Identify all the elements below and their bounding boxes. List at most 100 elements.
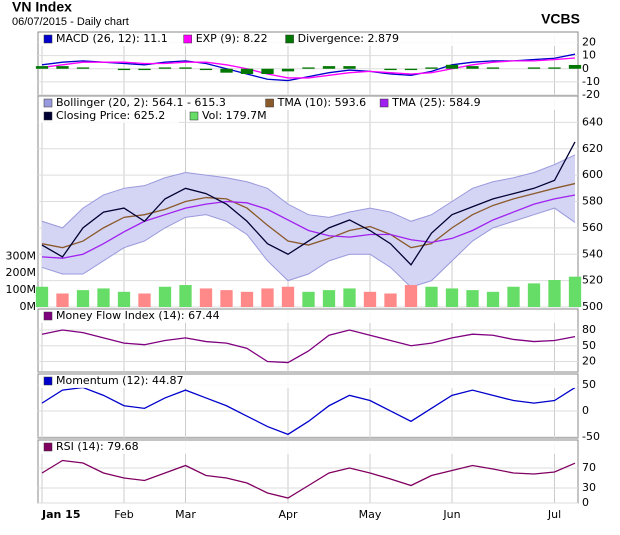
x-tick-label: Feb: [114, 508, 133, 521]
y-tick-label: 600: [582, 168, 603, 181]
legend-label: MACD (26, 12): 11.1: [56, 32, 168, 45]
bollinger-band: [42, 154, 575, 288]
bar: [240, 68, 254, 74]
legend-label: Momentum (12): 44.87: [56, 374, 183, 387]
bar: [486, 67, 500, 69]
y-tick-label: -20: [582, 88, 600, 101]
y-tick-label: 0: [582, 404, 589, 417]
line-series: [41, 459, 576, 499]
legend-bg: [39, 110, 179, 123]
bar: [302, 291, 315, 307]
y2-tick-label: 100M: [6, 283, 37, 296]
bar: [384, 68, 397, 71]
bar: [527, 283, 541, 307]
bar: [322, 66, 336, 69]
legend-label: TMA (10): 593.6: [277, 96, 367, 109]
legend-bg: [39, 33, 577, 46]
y-tick-label: 70: [582, 461, 596, 474]
bar: [240, 291, 254, 307]
bar: [445, 64, 459, 69]
bar: [117, 291, 131, 307]
bar: [117, 68, 131, 71]
bar: [76, 290, 90, 307]
bar: [97, 288, 110, 307]
x-tick-label: May: [359, 508, 382, 521]
bar: [199, 68, 213, 71]
y-tick-label: 30: [582, 481, 596, 494]
bar: [220, 68, 233, 73]
legend-label: Divergence: 2.879: [298, 32, 399, 45]
legend-swatch: [43, 98, 53, 108]
legend-swatch: [43, 376, 53, 386]
y-tick-label: 580: [582, 195, 603, 208]
x-tick-label: Mar: [175, 508, 196, 521]
bar: [527, 67, 541, 69]
bollinger-upper: [41, 154, 576, 229]
bar: [199, 288, 213, 307]
y-tick-label: 10: [582, 49, 596, 62]
bar: [568, 276, 582, 307]
bar: [445, 288, 459, 307]
bar: [261, 288, 274, 307]
x-tick-label: Jul: [547, 508, 561, 521]
line-series: [41, 141, 576, 266]
legend-swatch: [43, 111, 53, 121]
bar: [322, 290, 336, 307]
bar: [179, 67, 192, 69]
legend-swatch: [43, 311, 53, 321]
legend-label: RSI (14): 79.68: [56, 440, 139, 453]
bar: [548, 67, 561, 69]
y-tick-label: 640: [582, 115, 603, 128]
line-series: [41, 194, 576, 259]
legend-bg: [39, 375, 577, 388]
bar: [220, 290, 233, 307]
legend-swatch: [189, 111, 199, 121]
y2-tick-label: 0M: [20, 300, 37, 313]
line-series: [41, 57, 576, 79]
bar: [179, 285, 192, 307]
legend-swatch: [183, 34, 192, 44]
bar: [425, 286, 438, 307]
bar: [343, 66, 356, 69]
bar: [76, 67, 90, 69]
line-series: [41, 386, 576, 436]
y-tick-label: 560: [582, 221, 603, 234]
bar: [302, 67, 315, 69]
line-series: [41, 182, 576, 249]
x-tick-label: Jun: [442, 508, 460, 521]
bar: [466, 66, 479, 69]
bar: [281, 68, 295, 72]
bar: [56, 66, 69, 69]
bar: [425, 67, 438, 69]
y-tick-label: 0: [582, 62, 589, 75]
bar: [466, 290, 479, 307]
title: VN Index: [12, 0, 72, 15]
subtitle: 06/07/2015 - Daily chart: [12, 16, 129, 28]
legend-swatch: [43, 442, 53, 452]
bar: [384, 293, 397, 307]
bar: [363, 291, 377, 307]
legend-bg: [39, 310, 577, 323]
bar: [138, 293, 151, 307]
brand: VCBS: [541, 11, 580, 27]
y-tick-label: 620: [582, 142, 603, 155]
x-tick-label: Jan 15: [41, 508, 80, 521]
bar: [35, 66, 49, 69]
y-tick-label: 50: [582, 378, 596, 391]
bar: [568, 64, 582, 69]
line-series: [41, 53, 576, 82]
y-tick-label: -50: [582, 430, 600, 443]
y-tick-label: 20: [582, 355, 596, 368]
legend-label: Vol: 179.7M: [202, 109, 267, 122]
legend-label: Bollinger (20, 2): 564.1 - 615.3: [56, 96, 226, 109]
bar: [404, 285, 418, 307]
legend-label: EXP (9): 8.22: [196, 32, 268, 45]
y-tick-label: -10: [582, 75, 600, 88]
bar: [507, 286, 520, 307]
x-tick-label: Apr: [278, 508, 298, 521]
y-tick-label: 20: [582, 36, 596, 49]
bar: [35, 286, 49, 307]
y-tick-label: 80: [582, 323, 596, 336]
legend-label: Money Flow Index (14): 67.44: [56, 309, 220, 322]
